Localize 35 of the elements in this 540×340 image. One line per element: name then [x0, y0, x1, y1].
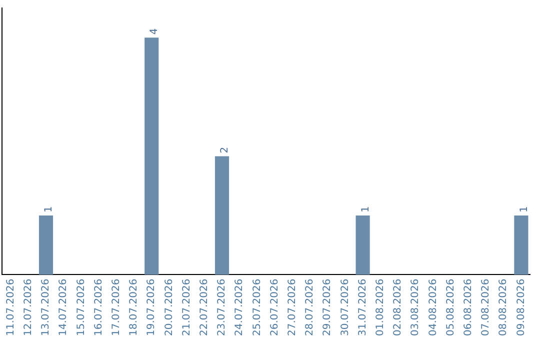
data-label: 1 [44, 206, 55, 212]
x-tick-label: 01.08.2026 [374, 278, 386, 336]
x-tick-label: 07.08.2026 [480, 278, 492, 336]
x-tick-label: 09.08.2026 [516, 278, 527, 336]
x-tick-label: 31.07.2026 [357, 278, 368, 336]
x-tick-label: 19.07.2026 [146, 278, 158, 336]
x-tick-label: 18.07.2026 [128, 278, 140, 336]
x-tick-label: 02.08.2026 [392, 278, 404, 336]
x-tick-label: 21.07.2026 [181, 278, 192, 336]
data-label: 1 [360, 206, 372, 212]
x-tick-label: 30.07.2026 [340, 278, 351, 336]
data-label: 1 [518, 206, 530, 212]
x-tick-label: 15.07.2026 [76, 278, 87, 336]
x-tick-label: 11.07.2026 [5, 278, 16, 336]
x-tick-label: 13.07.2026 [40, 278, 52, 336]
x-tick-label: 27.07.2026 [286, 278, 298, 336]
x-tick-label: 03.08.2026 [410, 278, 422, 336]
x-tick-label: 12.07.2026 [22, 278, 34, 336]
x-tick-label: 20.07.2026 [164, 278, 175, 336]
x-tick-label: 23.07.2026 [216, 278, 228, 336]
x-tick-label: 05.08.2026 [445, 278, 456, 336]
data-label: 2 [220, 146, 231, 154]
x-tick-label: 08.08.2026 [498, 278, 510, 336]
x-tick-label: 26.07.2026 [269, 278, 280, 336]
x-tick-label: 17.07.2026 [110, 278, 122, 336]
x-tick-label: 16.07.2026 [93, 278, 104, 336]
x-tick-label: 25.07.2026 [252, 278, 263, 336]
x-tick-label: 29.07.2026 [322, 278, 334, 336]
x-tick-label: 24.07.2026 [234, 278, 246, 336]
x-tick-label: 22.07.2026 [198, 278, 210, 336]
x-tick-label: 04.08.2026 [428, 278, 439, 336]
x-tick-label: 28.07.2026 [304, 278, 316, 336]
x-tick-label: 14.07.2026 [58, 278, 70, 336]
data-label: 4 [149, 28, 160, 35]
x-tick-label: 06.08.2026 [462, 278, 474, 336]
